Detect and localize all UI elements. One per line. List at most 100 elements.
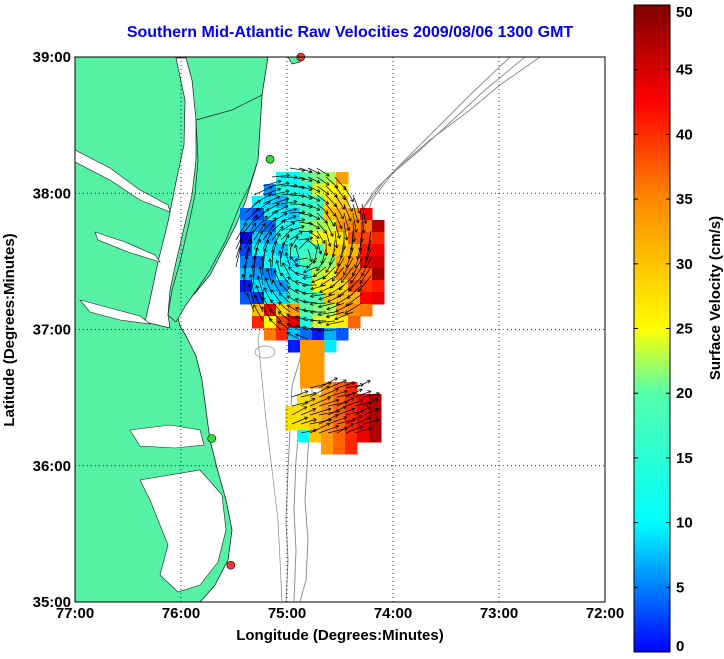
velocity-cell	[357, 418, 370, 431]
current-vector	[327, 293, 345, 303]
current-vector	[298, 185, 313, 191]
current-vector	[277, 311, 291, 322]
current-vector	[331, 266, 345, 282]
velocity-cell	[372, 220, 385, 233]
lon-tick-label: 75:00	[268, 605, 306, 622]
velocity-cell	[345, 382, 358, 395]
lat-tick-label: 38:00	[33, 185, 71, 202]
current-vector	[316, 194, 329, 205]
velocity-cell	[252, 208, 265, 221]
current-vector	[258, 266, 264, 286]
current-vector	[278, 250, 283, 268]
current-vector	[300, 397, 316, 407]
current-vector	[262, 210, 279, 223]
current-vector	[350, 266, 363, 284]
current-vector	[302, 291, 318, 296]
current-vector	[244, 230, 255, 250]
current-vector	[309, 422, 331, 434]
current-vector	[278, 292, 291, 304]
current-vector	[358, 275, 372, 292]
current-vector	[307, 194, 321, 202]
current-vector	[359, 266, 372, 285]
current-vector	[295, 297, 309, 304]
velocity-cell	[360, 304, 373, 317]
current-vector	[289, 231, 303, 241]
colorbar-tick-label: 40	[676, 126, 693, 143]
current-vector	[268, 318, 282, 331]
velocity-cell	[264, 196, 277, 209]
grid-lines	[75, 57, 605, 602]
current-vector	[309, 396, 331, 407]
current-vector	[354, 426, 372, 434]
current-vector	[256, 275, 264, 295]
velocity-cell	[276, 328, 289, 341]
current-vector	[318, 293, 336, 301]
current-vector	[271, 226, 284, 241]
current-vector	[354, 406, 371, 416]
current-vector	[298, 229, 313, 234]
current-vector	[307, 239, 319, 250]
velocity-cell	[312, 268, 325, 281]
current-vector	[336, 293, 354, 305]
current-vector	[253, 215, 268, 232]
current-vector	[344, 302, 363, 314]
current-vector	[343, 185, 354, 203]
lat-tick-label: 36:00	[33, 458, 71, 475]
current-vector	[307, 212, 321, 220]
velocity-cell	[333, 430, 346, 443]
current-vector	[340, 266, 354, 284]
current-vector	[246, 292, 255, 313]
current-vector	[343, 221, 349, 241]
current-vector	[295, 324, 309, 331]
lon-tick-label: 73:00	[480, 605, 518, 622]
map-title: Southern Mid-Atlantic Raw Velocities 200…	[126, 24, 574, 41]
current-vector	[319, 284, 336, 293]
velocity-cell	[297, 430, 310, 443]
current-vector	[279, 282, 291, 295]
current-vector	[334, 221, 341, 239]
current-vector	[345, 248, 354, 268]
velocity-cell	[309, 406, 322, 419]
current-vector	[280, 199, 298, 205]
current-vector	[264, 277, 273, 295]
current-vector	[307, 221, 320, 230]
current-vector	[336, 407, 356, 416]
velocity-cell	[276, 292, 289, 305]
velocity-cell	[288, 244, 301, 257]
current-vector	[316, 185, 330, 195]
current-vector	[270, 249, 275, 268]
current-vector	[302, 299, 318, 304]
current-vector	[307, 230, 320, 239]
current-vector	[334, 230, 339, 249]
current-vector	[244, 215, 258, 232]
current-vector	[354, 380, 371, 389]
current-vector	[250, 264, 255, 286]
current-vector	[253, 208, 270, 223]
plot-frame	[74, 56, 606, 603]
current-vector	[291, 390, 309, 398]
lat-tick-label: 37:00	[33, 322, 71, 339]
current-vector	[345, 425, 363, 434]
radar-station-marker	[207, 434, 217, 443]
current-vector	[354, 390, 372, 398]
velocity-cell	[312, 340, 325, 353]
velocity-cell	[345, 394, 358, 407]
velocity-cell	[264, 220, 277, 233]
current-vector	[280, 241, 286, 259]
current-vector	[247, 283, 255, 304]
pamlico-sound	[139, 469, 227, 593]
velocity-cell	[336, 172, 349, 185]
velocity-cell	[312, 304, 325, 317]
current-vector	[287, 286, 300, 295]
current-vector	[291, 406, 308, 416]
current-vector	[336, 381, 356, 389]
velocity-cell	[309, 394, 322, 407]
current-vector	[316, 167, 330, 177]
current-vector	[325, 257, 336, 273]
current-vector	[343, 194, 353, 212]
current-vector	[345, 388, 363, 398]
current-vector	[295, 333, 309, 340]
velocity-cell	[372, 244, 385, 257]
velocity-cell	[372, 256, 385, 269]
current-vector	[317, 328, 336, 333]
